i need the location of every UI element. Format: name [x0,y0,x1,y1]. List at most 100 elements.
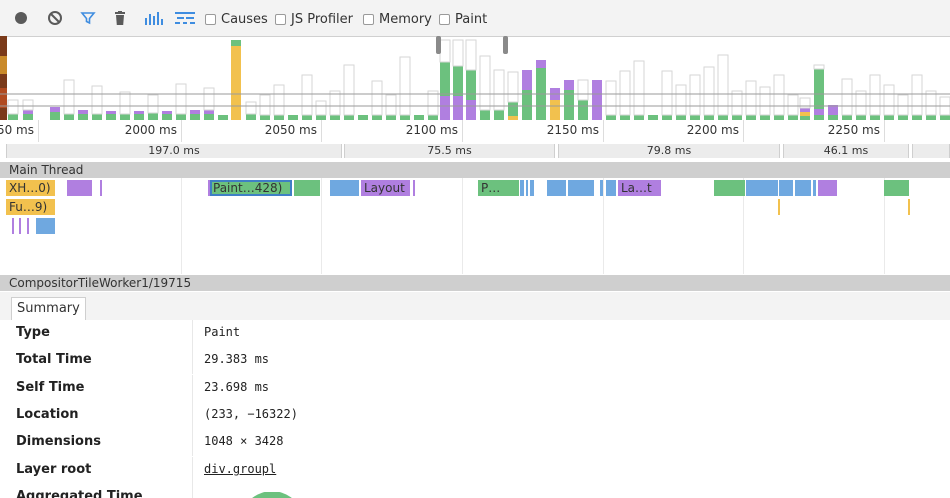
flame-block-layout[interactable]: Layout [361,180,410,196]
compositor-thread-header[interactable]: CompositorTileWorker1/19715 [0,275,950,291]
overview-frame-bar [828,105,838,115]
flame-block[interactable] [19,218,21,234]
overview-frame-bar [926,115,936,120]
overview-frame-bar [218,115,228,120]
grid-line [603,178,604,274]
detail-row-type: Type Paint [0,320,950,347]
flame-block[interactable] [813,180,816,196]
flame-block[interactable] [294,180,320,196]
filter-icon[interactable] [80,10,96,26]
main-thread-header[interactable]: Main Thread [0,162,950,178]
overview-frame-bar [522,70,532,90]
overview-frame-bar [329,90,341,116]
flame-block[interactable] [779,180,793,196]
causes-checkbox[interactable]: Causes [205,11,268,27]
overview-frame-bar [800,116,810,120]
flame-block[interactable] [100,180,102,196]
detail-row-dimensions: Dimensions 1048 × 3428 [0,429,950,456]
flame-block[interactable] [778,199,780,215]
flame-chart-icon[interactable] [175,10,195,26]
tab-summary[interactable]: Summary [11,297,86,320]
flame-block[interactable] [330,180,359,196]
frame-segment[interactable]: 46.1 ms [783,144,909,158]
overview-frame-bar [358,115,368,120]
overview-frame-bar [245,101,257,115]
flame-block[interactable] [12,218,14,234]
overview-frame-bar [911,74,923,116]
overview-frame-bar [260,115,270,120]
frame-segment[interactable] [912,144,950,158]
flame-block[interactable] [208,180,211,196]
detail-label: Aggregated Time [16,489,143,498]
flame-block[interactable] [600,180,603,196]
bar-chart-icon[interactable] [144,10,164,26]
flame-block[interactable] [568,180,594,196]
detail-label: Layer root [16,462,92,477]
overview-frame-bar [134,114,144,120]
overview-frame-bar [427,90,439,116]
frame-segment[interactable]: 197.0 ms [6,144,342,158]
flame-block[interactable] [67,180,92,196]
flame-block[interactable] [530,180,534,196]
js-profiler-checkbox-box[interactable] [275,13,286,25]
flame-block[interactable] [606,180,616,196]
time-ruler: 50 ms 2000 ms 2050 ms 2100 ms 2150 ms 22… [0,120,950,143]
causes-label: Causes [221,11,268,27]
flame-block[interactable] [884,180,909,196]
overview-frame-bar [689,74,701,116]
flame-block[interactable] [714,180,745,196]
overview-frame-bar [648,115,658,120]
overview-frame-bar [371,80,383,116]
trash-icon[interactable] [112,10,128,26]
paint-checkbox-box[interactable] [439,13,450,25]
frame-segment[interactable]: 75.5 ms [344,144,555,158]
flame-block[interactable] [413,180,415,196]
overview-frame-bar [386,115,396,120]
flame-block-layout[interactable]: La…t [618,180,661,196]
overview-frame-bar [134,111,144,114]
paint-checkbox[interactable]: Paint [439,11,487,27]
overview-frame-bar [898,115,908,120]
js-profiler-checkbox[interactable]: JS Profiler [275,11,353,27]
overview-frame-bar [731,90,743,116]
flame-block[interactable] [818,180,837,196]
flame-block[interactable] [547,180,566,196]
ruler-tick [321,120,322,142]
memory-checkbox[interactable]: Memory [363,11,432,27]
overview-frame-bar [884,115,894,120]
overview-window-left-handle[interactable] [436,36,441,54]
summary-details: Type Paint Total Time 29.383 ms Self Tim… [0,320,950,498]
flame-block-paint-selected[interactable]: Paint…428) [210,180,292,196]
frames-overview[interactable] [0,36,950,120]
overview-frame-bar [440,62,450,96]
flame-block[interactable] [526,180,528,196]
overview-frame-bar [204,114,214,120]
compositor-thread-title: CompositorTileWorker1/19715 [9,276,192,290]
flame-block[interactable] [746,180,778,196]
flame-block-xhr[interactable]: XH…0) [6,180,55,196]
overview-frame-bar [301,74,313,116]
frame-duration: 79.8 ms [646,144,692,157]
overview-frame-bar [841,78,853,116]
flame-block[interactable] [520,180,524,196]
frame-segment[interactable]: 79.8 ms [558,144,780,158]
overview-frame-bar [399,56,411,116]
grid-line [321,178,322,274]
flame-block-label: Paint…428) [213,181,283,195]
overview-frame-bar [23,114,33,120]
layer-root-link[interactable]: div.groupl [204,462,277,476]
overview-window-right-handle[interactable] [503,36,508,54]
overview-frame-bar [316,115,326,120]
flame-block-function-call[interactable]: Fu…9) [6,199,55,215]
flame-block-paint[interactable]: P… [478,180,519,196]
record-icon[interactable] [13,10,29,26]
flame-block[interactable] [27,218,29,234]
memory-checkbox-box[interactable] [363,13,374,25]
flame-block[interactable] [795,180,811,196]
overview-frame-bar [493,69,505,111]
overview-frame-bar [302,115,312,120]
flame-block[interactable] [36,218,55,234]
clear-icon[interactable] [47,10,63,26]
causes-checkbox-box[interactable] [205,13,216,25]
flame-block[interactable] [908,199,910,215]
